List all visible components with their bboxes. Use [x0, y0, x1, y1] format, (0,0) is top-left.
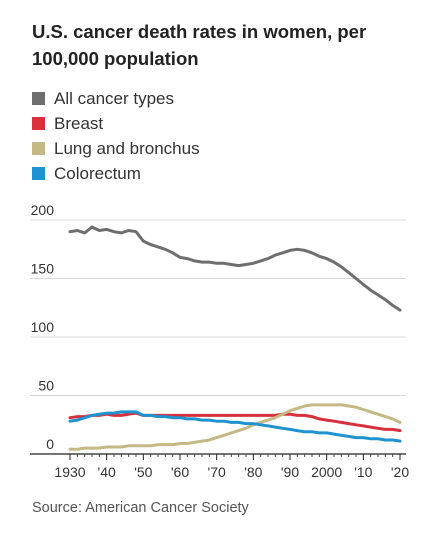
source-note: Source: American Cancer Society	[32, 500, 249, 516]
legend-swatch-colorectum	[32, 167, 45, 180]
x-tick-label-2010: '10	[354, 464, 372, 480]
x-axis: 1930 '40 '50 '60 '70 '80 '90 2000 '10 '20	[30, 453, 409, 480]
legend-item-breast: Breast	[32, 111, 200, 136]
line-chart: 0 50 100 150 200 1930 '40 '50 '60 '70 '80 '90 2000 '…	[30, 202, 409, 480]
x-tick-label-1930: 1930	[54, 464, 85, 480]
series-line-colorectum	[68, 410, 402, 443]
legend-swatch-all-cancer-types	[32, 92, 45, 105]
legend-item-colorectum: Colorectum	[32, 161, 200, 186]
x-tick-label-1940: '40	[98, 464, 116, 480]
x-tick-label-1970: '70	[208, 464, 226, 480]
legend: All cancer types Breast Lung and bronchu…	[32, 86, 200, 186]
legend-swatch-lung-and-bronchus	[32, 142, 45, 155]
x-tick-label-2020: '20	[391, 464, 409, 480]
legend-swatch-breast	[32, 117, 45, 130]
x-tick-label-1980: '80	[244, 464, 262, 480]
x-tick-label-1960: '60	[171, 464, 189, 480]
x-tick-label-1990: '90	[281, 464, 299, 480]
series-lines	[68, 225, 402, 451]
y-tick-label-50: 50	[38, 378, 54, 394]
x-tick-label-2000: 2000	[311, 464, 342, 480]
y-axis-tick-labels: 0 50 100 150 200	[31, 202, 55, 452]
series-line-all-cancer-types	[68, 225, 402, 312]
legend-label-breast: Breast	[54, 113, 104, 133]
chart-title: U.S. cancer death rates in women, per 10…	[32, 21, 367, 69]
legend-label-all-cancer-types: All cancer types	[54, 88, 174, 108]
y-tick-label-0: 0	[46, 436, 54, 452]
legend-label-lung-and-bronchus: Lung and bronchus	[54, 138, 200, 158]
y-tick-label-100: 100	[31, 319, 55, 335]
y-tick-label-200: 200	[31, 202, 55, 218]
series-line-breast	[68, 411, 402, 433]
x-tick-label-1950: '50	[134, 464, 152, 480]
gridlines	[30, 219, 406, 396]
legend-label-colorectum: Colorectum	[54, 163, 141, 183]
y-tick-label-150: 150	[31, 261, 55, 277]
legend-item-all-cancer-types: All cancer types	[32, 86, 200, 111]
series-line-lung-and-bronchus	[68, 403, 402, 451]
legend-item-lung-and-bronchus: Lung and bronchus	[32, 136, 200, 161]
